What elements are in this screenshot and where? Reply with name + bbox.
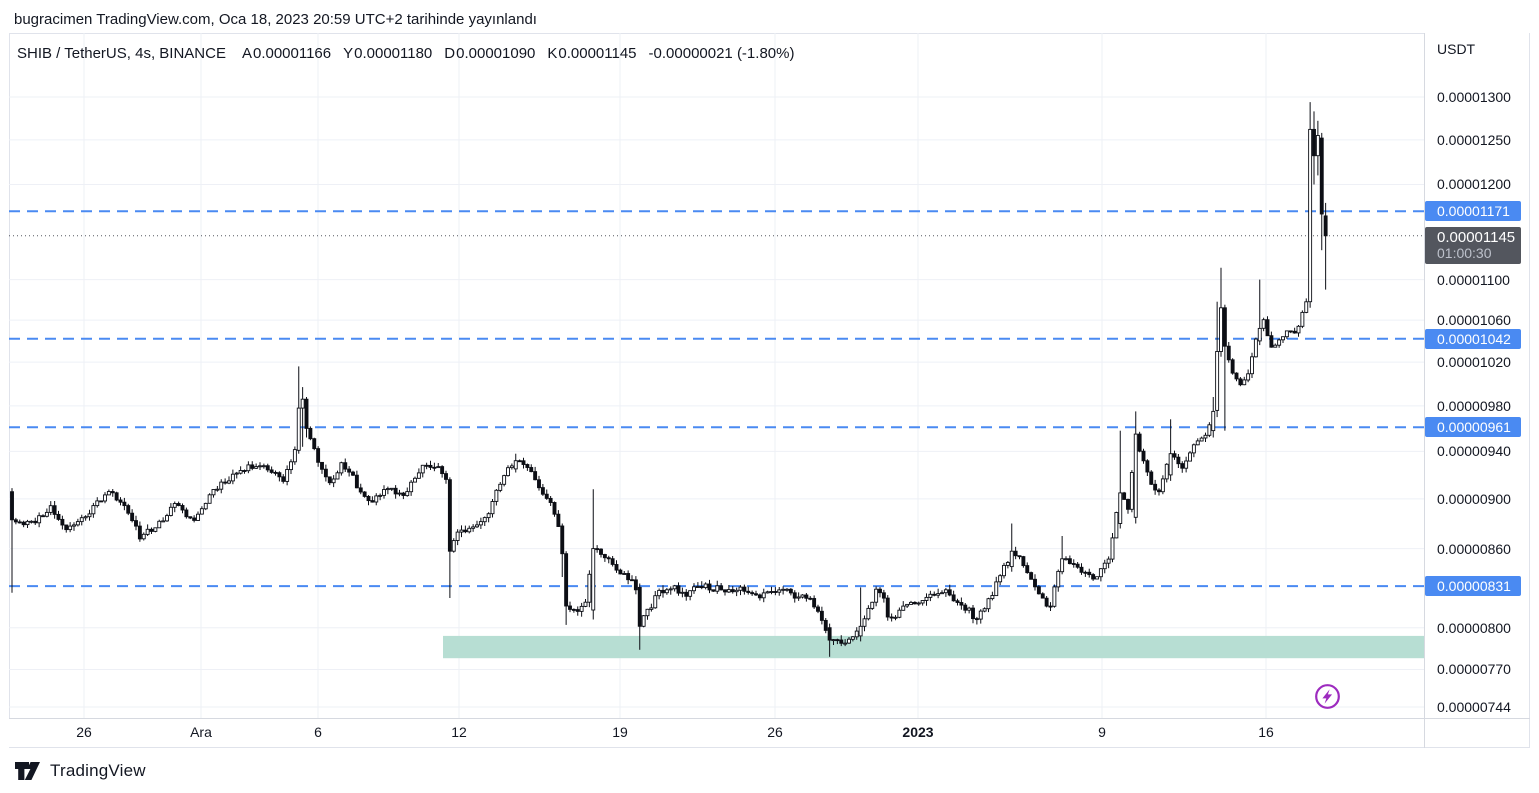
price-tick-0.00000860: 0.00000860: [1437, 540, 1511, 557]
lightning-bolt-icon: [1315, 684, 1340, 709]
footer-logo[interactable]: TradingView: [14, 759, 146, 783]
axis-separator-vertical: [1424, 33, 1425, 748]
level-label-0.00001042: 0.00001042: [1425, 328, 1521, 349]
current-price-label: 0.00001145 01:00:30: [1425, 226, 1521, 264]
time-axis[interactable]: 26 Ara 6 12 19 26 2023 9 16: [9, 718, 1425, 747]
symbol-legend[interactable]: SHIB / TetherUS, 4s, BINANCE A0.00001166 Y…: [17, 45, 794, 62]
price-tick-0.00000900: 0.00000900: [1437, 490, 1511, 507]
price-change: -0.00000021 (-1.80%): [648, 45, 795, 62]
current-price-value: 0.00001145: [1437, 228, 1516, 246]
publish-caption: bugracimen TradingView.com, Oca 18, 2023…: [14, 11, 537, 28]
ohlc-values: A0.00001166 Y0.00001180 D0.00001090 K0.0000…: [242, 45, 649, 62]
ohlc-open: A0.00001166: [241, 45, 332, 62]
time-label-Ara: Ara: [190, 724, 212, 740]
ohlc-high: Y0.00001180: [343, 45, 433, 62]
bar-countdown: 01:00:30: [1437, 244, 1492, 261]
time-label-6: 6: [314, 724, 322, 740]
tradingview-logo-icon: [15, 762, 40, 780]
price-tick-0.00001100: 0.00001100: [1437, 271, 1510, 288]
time-label-16: 16: [1258, 724, 1274, 740]
time-label-12: 12: [451, 724, 467, 740]
level-label-0.00000831: 0.00000831: [1425, 576, 1521, 597]
tradingview-logo-text: TradingView: [50, 761, 146, 780]
price-tick-0.00001020: 0.00001020: [1437, 354, 1511, 371]
level-label-0.00001171: 0.00001171: [1425, 201, 1521, 222]
flash-boost-button[interactable]: [1313, 682, 1342, 711]
price-axis[interactable]: USDT 0.00001145 01:00:30 0.00001300 0.000…: [1425, 33, 1529, 718]
chart-widget: [9, 33, 1530, 748]
ohlc-close: K0.00001145: [547, 45, 637, 62]
price-tick-0.00001250: 0.00001250: [1437, 131, 1511, 148]
time-label-26: 26: [767, 724, 783, 740]
time-label-2023: 2023: [902, 724, 934, 740]
level-label-0.00000961: 0.00000961: [1425, 417, 1521, 438]
price-tick-0.00001200: 0.00001200: [1437, 176, 1511, 193]
price-tick-0.00000980: 0.00000980: [1437, 397, 1511, 414]
ohlc-low: D0.00001090: [444, 45, 536, 62]
time-label-19: 19: [612, 724, 628, 740]
time-label-26: 26: [76, 724, 92, 740]
axis-separator-horizontal: [9, 718, 1530, 719]
price-tick-0.00001300: 0.00001300: [1437, 89, 1511, 105]
price-tick-0.00000940: 0.00000940: [1437, 443, 1511, 460]
price-tick-0.00000744: 0.00000744: [1437, 699, 1511, 715]
price-tick-0.00000770: 0.00000770: [1437, 661, 1511, 678]
price-tick-0.00000800: 0.00000800: [1437, 619, 1511, 636]
time-label-9: 9: [1098, 724, 1106, 740]
price-tick-0.00001060: 0.00001060: [1437, 312, 1511, 329]
symbol-title[interactable]: SHIB / TetherUS, 4s, BINANCE: [17, 45, 226, 62]
axis-currency-label: USDT: [1437, 41, 1476, 57]
